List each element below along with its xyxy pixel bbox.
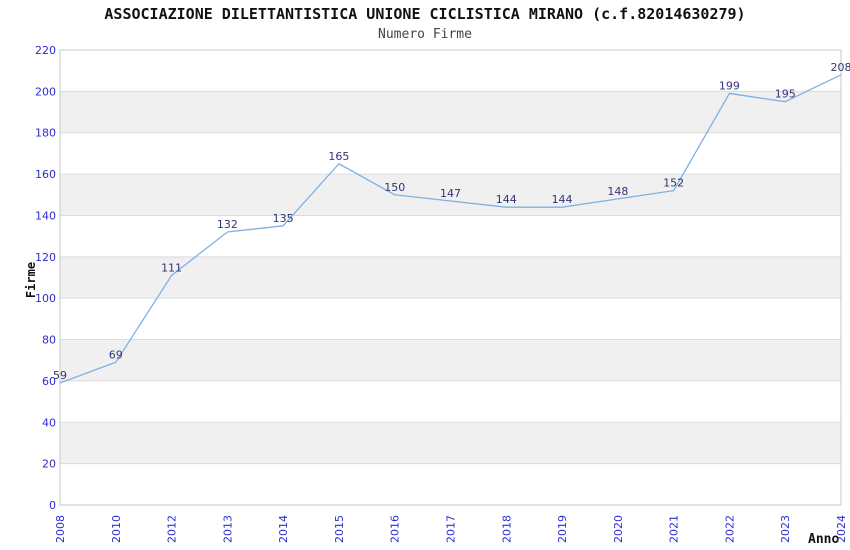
y-tick-label: 20 [42, 458, 56, 471]
data-label: 144 [496, 193, 517, 206]
data-label: 147 [440, 187, 461, 200]
data-label: 152 [663, 177, 684, 190]
x-tick-label: 2023 [779, 515, 792, 543]
x-tick-label: 2016 [389, 515, 402, 543]
x-tick-label: 2015 [333, 515, 346, 543]
x-tick-label: 2020 [612, 515, 625, 543]
y-tick-label: 120 [35, 251, 56, 264]
data-label: 111 [161, 261, 182, 274]
x-tick-label: 2024 [835, 515, 848, 543]
grid-band [60, 422, 841, 464]
plot-border [59, 49, 842, 506]
y-tick-label: 60 [42, 375, 56, 388]
x-tick-label: 2017 [445, 515, 458, 543]
data-label: 132 [217, 218, 238, 231]
y-tick-label: 140 [35, 209, 56, 222]
data-label: 199 [719, 79, 740, 92]
data-label: 69 [109, 348, 123, 361]
y-tick-label: 40 [42, 416, 56, 429]
chart-title: ASSOCIAZIONE DILETTANTISTICA UNIONE CICL… [104, 5, 746, 23]
x-tick-label: 2021 [668, 515, 681, 543]
data-label: 144 [552, 193, 573, 206]
x-tick-label: 2022 [723, 515, 736, 543]
data-label: 150 [384, 181, 405, 194]
y-tick-label: 180 [35, 127, 56, 140]
x-tick-label: 2013 [221, 515, 234, 543]
grid-band [60, 174, 841, 216]
y-tick-label: 220 [35, 44, 56, 57]
y-tick-label: 200 [35, 85, 56, 98]
data-label: 59 [53, 369, 67, 382]
y-tick-label: 100 [35, 292, 56, 305]
x-tick-label: 2010 [110, 515, 123, 543]
x-tick-label: 2008 [54, 515, 67, 543]
x-tick-label: 2018 [500, 515, 513, 543]
grid-band [60, 339, 841, 381]
x-tick-label: 2012 [166, 515, 179, 543]
x-axis-title: Anno [808, 532, 840, 547]
grid-band [60, 91, 841, 133]
series-line [59, 74, 842, 384]
chart-subtitle: Numero Firme [378, 27, 472, 42]
data-label: 135 [273, 212, 294, 225]
y-tick-label: 160 [35, 168, 56, 181]
x-tick-label: 2014 [277, 515, 290, 543]
data-label: 148 [607, 185, 628, 198]
grid-band [60, 256, 841, 299]
data-label: 208 [831, 61, 850, 74]
x-tick-label: 2019 [556, 515, 569, 543]
y-tick-label: 80 [42, 334, 56, 347]
y-tick-label: 0 [49, 499, 56, 512]
data-label: 165 [328, 150, 349, 163]
data-label: 195 [775, 88, 796, 101]
